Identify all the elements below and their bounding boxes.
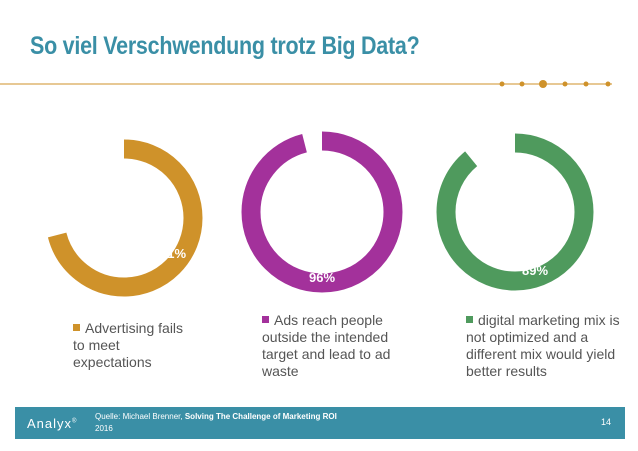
source-title: Solving The Challenge of Marketing ROI	[184, 412, 337, 421]
legend-marketing-mix: digital marketing mix is not optimized a…	[466, 312, 631, 380]
slide-title: So viel Verschwendung trotz Big Data?	[30, 32, 420, 60]
donut-chart-advertising: 71%	[45, 139, 203, 297]
logo-mark: ®	[72, 418, 78, 425]
donut-chart-marketing-mix: 89%	[436, 133, 594, 291]
donut-value-label-1: 96%	[309, 270, 335, 285]
legend-swatch-purple	[262, 316, 269, 323]
legend-swatch-gold	[73, 324, 80, 331]
logo-text: Analyx	[27, 416, 73, 431]
legend-ads-reach: Ads reach people outside the intended ta…	[262, 312, 422, 380]
donut-chart-ads-reach: 96%	[241, 131, 403, 293]
page-number: 14	[600, 417, 611, 427]
footer-bar: Analyx® Quelle: Michael Brenner, Solving…	[15, 407, 625, 439]
donut-value-label-0: 71%	[160, 246, 186, 261]
donut-arc-2	[436, 133, 594, 291]
source-citation: Quelle: Michael Brenner, Solving The Cha…	[95, 411, 337, 435]
source-prefix: Quelle: Michael Brenner,	[95, 412, 183, 421]
donut-value-label-2: 89%	[522, 263, 548, 278]
title-divider-dots	[0, 80, 612, 88]
legend-text-marketing-mix: digital marketing mix is not optimized a…	[466, 312, 620, 379]
legend-text-advertising: Advertising fails to meet expectations	[73, 320, 184, 370]
legend-advertising: Advertising fails to meet expectations	[73, 320, 193, 371]
donut-arc-1	[241, 131, 403, 293]
legend-swatch-green	[466, 316, 473, 323]
donut-arc-0	[45, 139, 203, 297]
source-year: 2016	[95, 424, 113, 433]
analyx-logo: Analyx®	[27, 416, 77, 431]
legend-text-ads-reach: Ads reach people outside the intended ta…	[262, 312, 391, 379]
